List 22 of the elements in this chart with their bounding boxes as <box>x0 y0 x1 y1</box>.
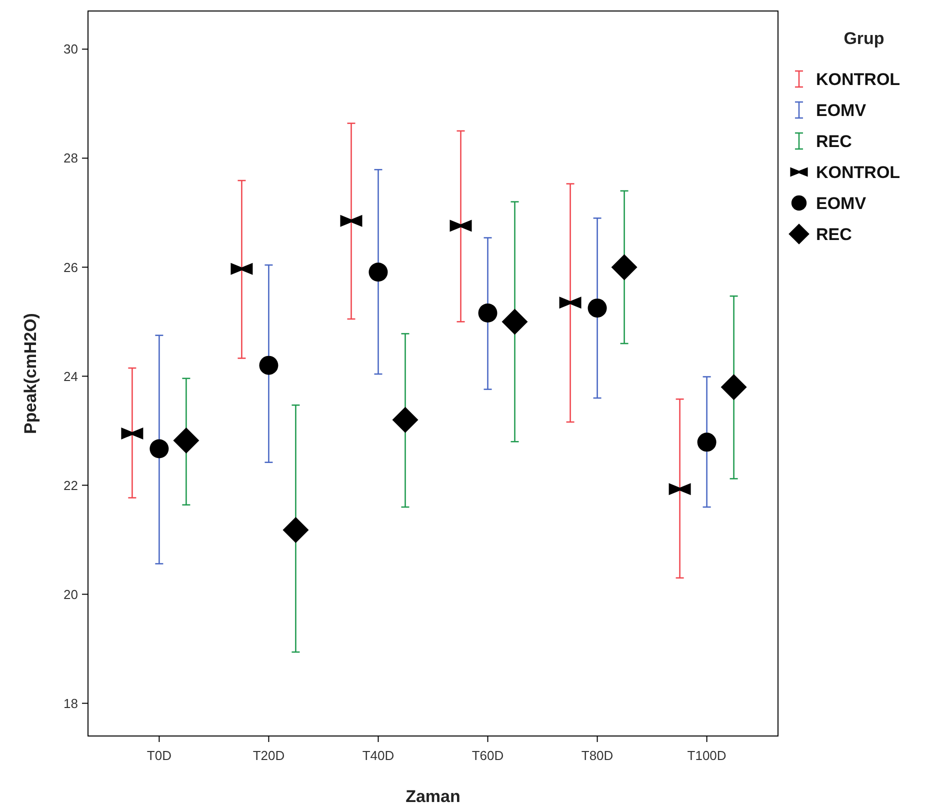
y-axis-title: Ppeak(cmH2O) <box>21 313 40 434</box>
legend-label: EOMV <box>816 194 867 213</box>
y-tick-label: 18 <box>64 696 78 711</box>
y-tick-label: 26 <box>64 260 78 275</box>
x-axis-title: Zaman <box>406 787 460 806</box>
x-tick-label: T100D <box>687 748 726 763</box>
y-tick-label: 20 <box>64 586 78 602</box>
x-tick-label: T0D <box>146 748 172 763</box>
x-tick-label: T60D <box>472 748 504 763</box>
x-tick-label: T20D <box>252 748 285 763</box>
legend-title: Grup <box>844 29 884 48</box>
text: EOMV <box>816 100 866 120</box>
legend-label: REC <box>816 224 852 244</box>
x-tick-label: T80D <box>581 748 614 763</box>
y-tick-label: 22 <box>64 478 78 493</box>
x-tick-label: T40D <box>362 748 394 763</box>
text: REC <box>816 132 852 151</box>
y-tick-label: 28 <box>64 150 78 166</box>
y-tick-label: 24 <box>64 368 78 384</box>
text: KONTROL <box>816 70 900 89</box>
y-tick-label: 30 <box>64 42 78 57</box>
legend-label: KONTROL <box>816 162 900 182</box>
